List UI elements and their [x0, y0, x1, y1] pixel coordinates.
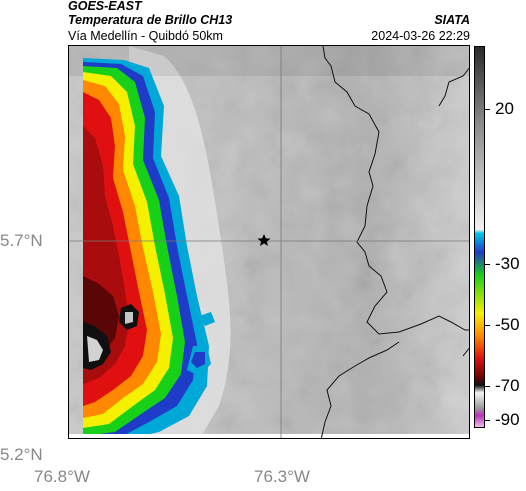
satellite-name: GOES-EAST: [68, 0, 142, 13]
colorbar-label: -90: [495, 410, 520, 429]
colorbar-label: -70: [495, 376, 520, 395]
region-subtitle: Vía Medellín - Quibdó 50km: [68, 29, 223, 43]
colorbar-tick: [485, 264, 490, 265]
temperature-colorbar: [474, 46, 485, 428]
satellite-map[interactable]: [68, 45, 470, 439]
star-marker[interactable]: [257, 234, 271, 246]
no-data-strip: [69, 434, 469, 438]
lon-tick-label: 76.3°W: [254, 467, 310, 486]
agency-label: SIATA: [434, 13, 470, 27]
timestamp-label: 2024-03-26 22:29: [371, 29, 470, 43]
colorbar-label: -50: [495, 315, 520, 334]
lon-tick-label: 76.8°W: [34, 467, 90, 486]
colorbar-tick: [485, 420, 490, 421]
product-title: Temperatura de Brillo CH13: [68, 13, 233, 27]
lat-tick-label: 5.2°N: [0, 445, 43, 464]
department-borders: [320, 46, 469, 438]
brightness-temperature-image: [69, 46, 469, 438]
colorbar-tick: [485, 386, 490, 387]
colorbar-label: 20: [495, 99, 514, 118]
colorbar-tick: [485, 109, 490, 110]
colorbar-tick: [485, 325, 490, 326]
colorbar-label: -30: [495, 254, 520, 273]
lat-tick-label: 5.7°N: [0, 231, 43, 250]
convective-cloud: [83, 58, 215, 438]
